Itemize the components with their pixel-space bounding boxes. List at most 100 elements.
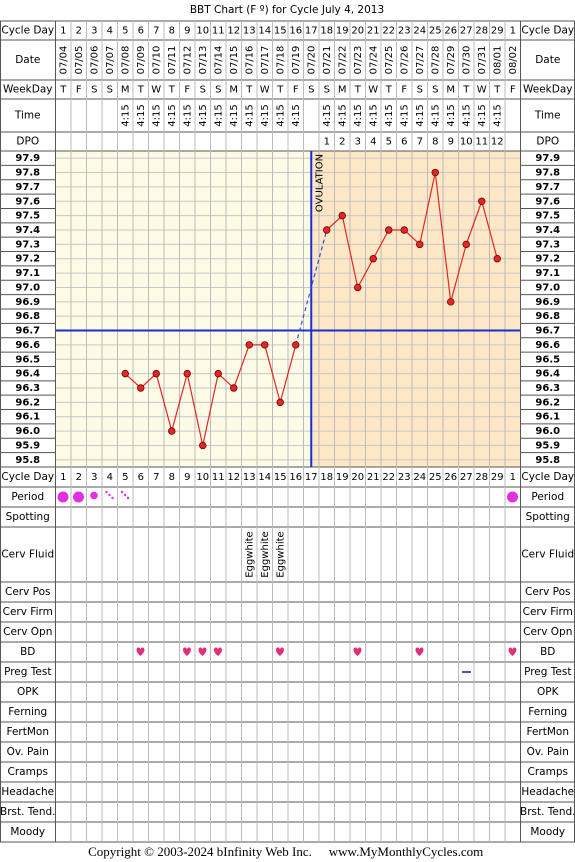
date: 07/26 — [399, 46, 410, 75]
cycle-day: 4 — [107, 26, 113, 37]
row-label: Time — [14, 110, 41, 122]
y-tick-label-right: 97.2 — [535, 254, 560, 265]
y-tick-label-right: 96.4 — [535, 369, 560, 380]
y-tick-label: 96.3 — [15, 383, 40, 394]
y-tick-label-right: 96.9 — [535, 297, 560, 308]
temperature-point — [199, 441, 207, 450]
time: 4:15 — [415, 104, 426, 126]
time: 4:15 — [337, 104, 348, 126]
y-tick-label: 96.0 — [15, 426, 40, 437]
cycle-day: 26 — [444, 26, 457, 37]
cycle-day-bottom: 28 — [475, 472, 488, 483]
weekday: M — [229, 85, 238, 96]
y-tick-label-right: 96.5 — [535, 354, 560, 365]
row-label-right: Period — [531, 491, 564, 503]
row-label: Cerv Opn — [3, 626, 52, 638]
y-tick-label-right: 97.5 — [535, 211, 560, 222]
y-tick-label: 96.2 — [15, 397, 40, 408]
time: 4:15 — [244, 104, 255, 126]
temperature-point — [478, 197, 486, 205]
y-tick-label-right: 96.7 — [535, 326, 560, 337]
cycle-day: 14 — [258, 26, 271, 37]
temperature-point — [338, 211, 346, 220]
weekday: S — [200, 85, 206, 96]
y-tick-label: 97.2 — [15, 254, 40, 265]
y-tick-label-right: 97.1 — [535, 268, 560, 279]
row-label-right: Date — [535, 54, 560, 66]
luteal-shade — [311, 151, 521, 467]
date: 07/21 — [322, 46, 333, 75]
row-label: Cramps — [8, 766, 48, 778]
y-tick-label-right: 97.8 — [535, 168, 560, 179]
time: 4:15 — [477, 104, 488, 126]
y-tick-label: 96.9 — [15, 297, 40, 308]
y-tick-label: 97.1 — [15, 268, 40, 279]
row-label-right: Headache — [521, 786, 574, 798]
cycle-day: 19 — [336, 26, 349, 37]
cycle-day-bottom: 25 — [429, 472, 442, 483]
temperature-point — [400, 226, 408, 234]
y-tick-label: 97.5 — [15, 211, 40, 222]
cycle-day: 16 — [289, 26, 302, 37]
weekday: S — [432, 85, 438, 96]
weekday: T — [385, 85, 393, 96]
cycle-day: 1 — [60, 26, 66, 37]
y-tick-label-right: 95.9 — [535, 440, 560, 451]
y-tick-label: 96.1 — [15, 412, 40, 423]
time: 4:15 — [167, 104, 178, 126]
cycle-day-bottom: 19 — [336, 472, 349, 483]
y-tick-label-right: 97.7 — [535, 182, 560, 193]
cycle-day-bottom: 24 — [413, 472, 426, 483]
y-tick-label: 97.4 — [15, 225, 40, 236]
time: 4:15 — [384, 104, 395, 126]
cycle-day-bottom: 26 — [444, 472, 457, 483]
temperature-point — [323, 226, 331, 234]
y-tick-label-right: 96.0 — [535, 426, 560, 437]
time: 4:15 — [275, 104, 286, 126]
time: 4:15 — [213, 104, 224, 126]
temperature-point — [168, 427, 176, 435]
weekday: F — [184, 85, 190, 96]
row-label-right: BD — [540, 646, 555, 658]
row-label-right: Brst. Tend. — [520, 806, 575, 818]
date: 07/16 — [244, 46, 255, 75]
cerv-fluid: Eggwhite — [260, 531, 271, 577]
time: 4:15 — [322, 104, 333, 126]
row-label: WeekDay — [3, 84, 53, 96]
dpo: 11 — [475, 137, 488, 148]
temperature-point — [354, 283, 362, 292]
cycle-day: 11 — [212, 26, 225, 37]
cycle-day-bottom: 1 — [510, 472, 516, 483]
row-label-right: FertMon — [527, 726, 570, 738]
dpo: 5 — [386, 137, 392, 148]
cycle-day: 25 — [429, 26, 442, 37]
cycle-day: 18 — [320, 26, 333, 37]
row-label: Headache — [1, 786, 54, 798]
bridge-line — [295, 229, 328, 346]
date: 07/12 — [182, 46, 193, 75]
weekday: S — [91, 85, 97, 96]
date: 07/11 — [167, 46, 178, 75]
temperature-point — [183, 369, 191, 378]
date: 07/24 — [368, 46, 379, 75]
weekday: M — [338, 85, 347, 96]
weekday: F — [510, 85, 516, 96]
weekday: T — [137, 85, 145, 96]
cycle-day-bottom: 21 — [367, 472, 380, 483]
dpo: 2 — [339, 137, 345, 148]
cycle-day-bottom: 5 — [122, 472, 128, 483]
weekday: S — [324, 85, 330, 96]
date: 08/02 — [508, 46, 519, 75]
row-label: Brst. Tend. — [0, 806, 56, 818]
date: 07/04 — [58, 46, 69, 75]
temperature-point — [385, 226, 393, 234]
row-label: Preg Test — [4, 666, 51, 678]
temperature-point — [230, 384, 238, 392]
date: 07/14 — [213, 46, 224, 75]
cycle-day: 29 — [491, 26, 504, 37]
weekday: W — [477, 85, 487, 96]
date: 07/13 — [198, 46, 209, 75]
cycle-day-bottom: 12 — [227, 472, 240, 483]
cycle-day: 17 — [305, 26, 318, 37]
